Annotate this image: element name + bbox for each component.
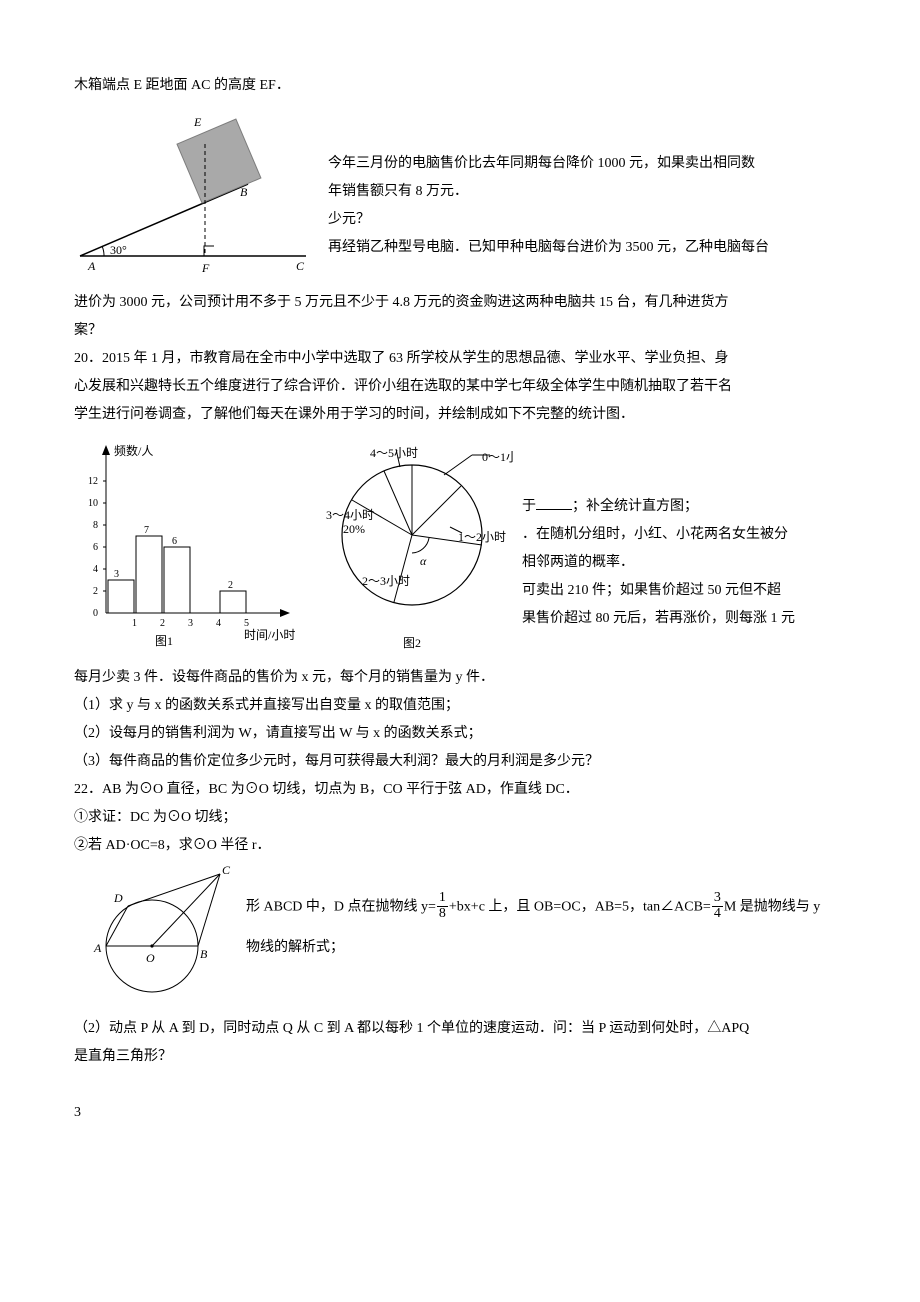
q20-r1a: 于 [522,499,536,514]
q21-l2: （2）设每月的销售利润为 W，请直接写出 W 与 x 的函数关系式； [74,720,846,748]
svg-text:α: α [420,554,427,568]
fraction-3-4: 34 [712,891,723,921]
q21-l3: （3）每件商品的售价定位多少元时，每月可获得最大利润？最大的月利润是多少元？ [74,748,846,776]
q22-l2: ①求证：DC 为⊙O 切线； [74,804,846,832]
label-F: F [201,261,210,275]
svg-text:12: 12 [88,476,98,487]
label-angle: 30° [110,243,127,257]
q23-mid1: +bx+c 上，且 OB=OC，AB=5，tan∠ACB= [449,899,711,914]
label-B: B [240,185,248,199]
figure-ramp: A B C E F 30° [74,104,320,289]
svg-text:D: D [113,891,123,905]
svg-text:6: 6 [172,536,177,547]
svg-text:1～2小时: 1～2小时 [458,530,506,544]
svg-text:4～5小时: 4～5小时 [370,446,418,460]
svg-text:2: 2 [228,580,233,591]
q20-l2: 心发展和兴趣特长五个维度进行了综合评价．评价小组在选取的某中学七年级全体学生中随… [74,373,846,401]
svg-text:6: 6 [93,542,98,553]
figure-circle: A B C D O [74,864,238,1015]
svg-text:2～3小时: 2～3小时 [362,574,410,588]
svg-text:时间/小时: 时间/小时 [244,628,295,642]
svg-text:图2: 图2 [403,636,421,650]
line-top: 木箱端点 E 距地面 AC 的高度 EF． [74,72,846,100]
q21-l1: （1）求 y 与 x 的函数关系式并直接写出自变量 x 的取值范围； [74,692,846,720]
q23-pre: 形 ABCD 中，D 点在抛物线 y= [246,899,436,914]
svg-text:0～1小时: 0～1小时 [482,450,514,464]
svg-text:图1: 图1 [155,634,173,648]
svg-text:20%: 20% [343,522,365,536]
q20-l1: 20．2015 年 1 月，市教育局在全市中小学中选取了 63 所学校从学生的思… [74,345,846,373]
q22-l3: ②若 AD·OC=8，求⊙O 半径 r． [74,832,846,860]
label-E: E [193,115,202,129]
blank-field[interactable] [536,496,572,510]
svg-text:4: 4 [93,564,98,575]
q20-after: 每月少卖 3 件．设每件商品的售价为 x 元，每个月的销售量为 y 件． [74,664,846,692]
q20-l3: 学生进行问卷调查，了解他们每天在课外用于学习的时间，并绘制成如下不完整的统计图． [74,401,846,429]
page-number: 3 [74,1099,846,1127]
fraction-1-8: 18 [437,891,448,921]
svg-text:2: 2 [160,618,165,629]
svg-text:O: O [146,951,155,965]
svg-text:C: C [222,864,231,877]
q20-r1b: ；补全统计直方图； [572,499,698,514]
q23-l4: 是直角三角形？ [74,1043,846,1071]
svg-text:频数/人: 频数/人 [114,443,153,458]
svg-text:3～4小时: 3～4小时 [326,508,374,522]
svg-text:10: 10 [88,498,98,509]
svg-text:7: 7 [144,525,149,536]
svg-text:3: 3 [188,618,193,629]
svg-text:1: 1 [132,618,137,629]
q19-l5: 进价为 3000 元，公司预计用不多于 5 万元且不少于 4.8 万元的资金购进… [74,289,846,317]
q23-mid2: M 是抛物线与 y [724,899,820,914]
svg-text:4: 4 [216,618,221,629]
svg-text:B: B [200,947,208,961]
svg-text:2: 2 [93,586,98,597]
q23-l3: （2）动点 P 从 A 到 D，同时动点 Q 从 C 到 A 都以每秒 1 个单… [74,1015,846,1043]
svg-text:A: A [93,941,102,955]
q19-l6: 案？ [74,317,846,345]
svg-text:3: 3 [114,569,119,580]
svg-text:8: 8 [93,520,98,531]
q22-l1: 22．AB 为⊙O 直径，BC 为⊙O 切线，切点为 B，CO 平行于弦 AD，… [74,776,846,804]
label-C: C [296,259,305,273]
svg-text:0: 0 [93,608,98,619]
label-A: A [87,259,96,273]
figure-charts: 0 2 4 6 8 10 12 3 7 6 2 1 2 3 4 5 [74,433,514,664]
